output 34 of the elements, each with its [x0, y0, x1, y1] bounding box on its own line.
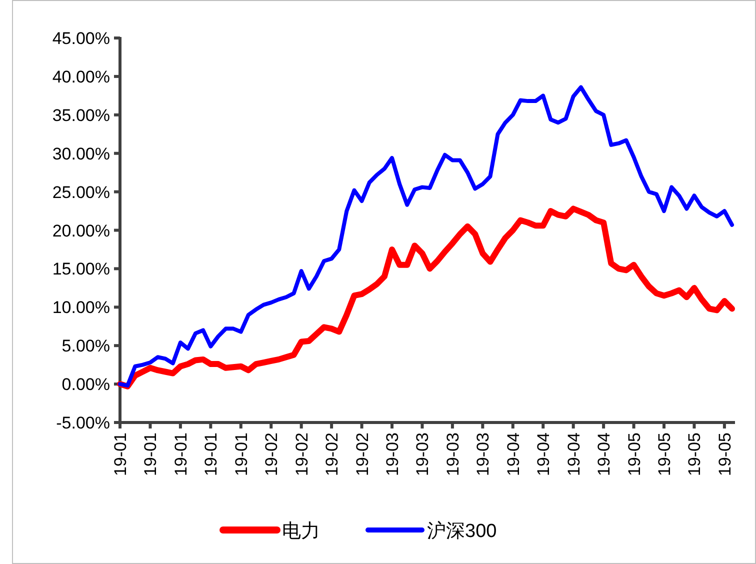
y-tick-label: 15.00% — [52, 260, 110, 279]
x-tick-label: 19-01 — [141, 432, 160, 476]
x-tick-label: 19-01 — [202, 432, 221, 476]
y-tick-label: 45.00% — [52, 29, 110, 48]
x-tick-label: 19-05 — [715, 432, 734, 476]
y-tick-label: 35.00% — [52, 106, 110, 125]
x-tick-label: 19-02 — [322, 432, 342, 476]
x-tick-label: 19-05 — [624, 432, 644, 476]
legend-label: 电力 — [282, 521, 320, 542]
y-tick-label: 40.00% — [52, 67, 110, 86]
x-tick-label: 19-05 — [655, 432, 674, 476]
x-tick-label: 19-01 — [232, 432, 251, 476]
x-tick-label: 19-03 — [443, 432, 462, 476]
x-tick-label: 19-03 — [413, 432, 432, 476]
x-tick-label: 19-01 — [171, 432, 190, 476]
y-tick-label: 5.00% — [62, 336, 110, 356]
y-tick-label: 20.00% — [52, 221, 110, 240]
x-tick-label: 19-02 — [352, 432, 372, 476]
y-tick-label: 0.00% — [62, 375, 110, 394]
x-tick-label: 19-04 — [504, 432, 523, 476]
x-tick-label: 19-04 — [594, 432, 614, 476]
y-tick-label: 25.00% — [52, 182, 110, 202]
x-tick-label: 19-03 — [474, 432, 493, 476]
x-tick-label: 19-01 — [111, 432, 130, 476]
x-tick-label: 19-02 — [292, 432, 312, 476]
x-tick-label: 19-03 — [383, 432, 402, 476]
y-tick-label: 30.00% — [52, 144, 110, 164]
x-tick-label: 19-05 — [685, 432, 704, 476]
legend-label: 沪深300 — [427, 520, 497, 542]
x-tick-label: 19-04 — [534, 432, 554, 476]
x-tick-label: 19-04 — [564, 432, 584, 476]
y-tick-label: -5.00% — [56, 414, 110, 432]
x-tick-label: 19-02 — [262, 432, 282, 476]
y-tick-label: 10.00% — [52, 298, 110, 318]
